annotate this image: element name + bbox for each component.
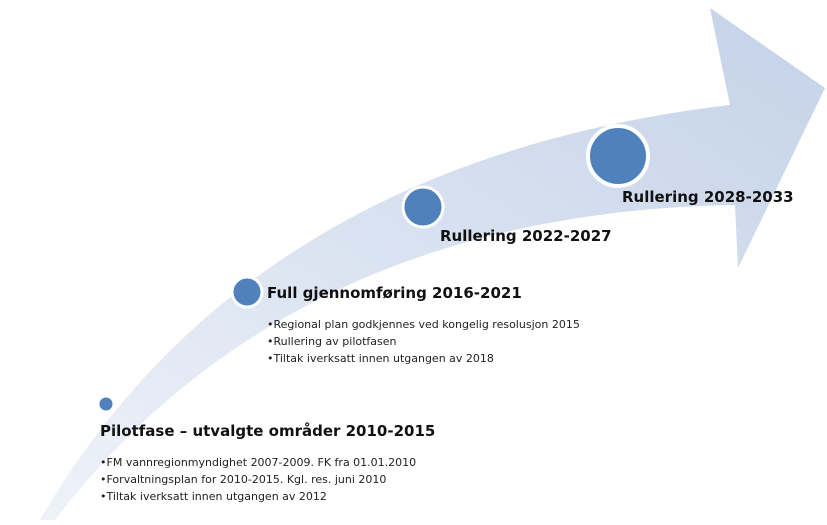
stage-title: Full gjennomføring 2016-2021 [267,284,522,302]
stage-dot [401,185,445,229]
bullets: FM vannregionmyndighet 2007-2009. FK fra… [100,454,417,505]
stage-title: Rullering 2028-2033 [622,188,794,206]
bullet: Regional plan godkjennes ved kongelig re… [267,316,580,333]
bullets: Regional plan godkjennes ved kongelig re… [267,316,580,367]
bullet: FM vannregionmyndighet 2007-2009. FK fra… [100,454,417,471]
bullet: Forvaltningsplan for 2010-2015. Kgl. res… [100,471,416,488]
arrow [40,8,825,520]
stage-title: Rullering 2022-2027 [440,227,612,245]
bullet: Rullering av pilotfasen [267,333,580,350]
bullet: Tiltak iverksatt innen utgangen av 2018 [267,350,580,367]
stage-dot [586,124,650,188]
bullet: Tiltak iverksatt innen utgangen av 2012 [100,488,416,505]
stage-title: Pilotfase – utvalgte områder 2010-2015 [100,422,436,440]
stage-dot [230,275,264,309]
stage-dot [96,394,116,414]
